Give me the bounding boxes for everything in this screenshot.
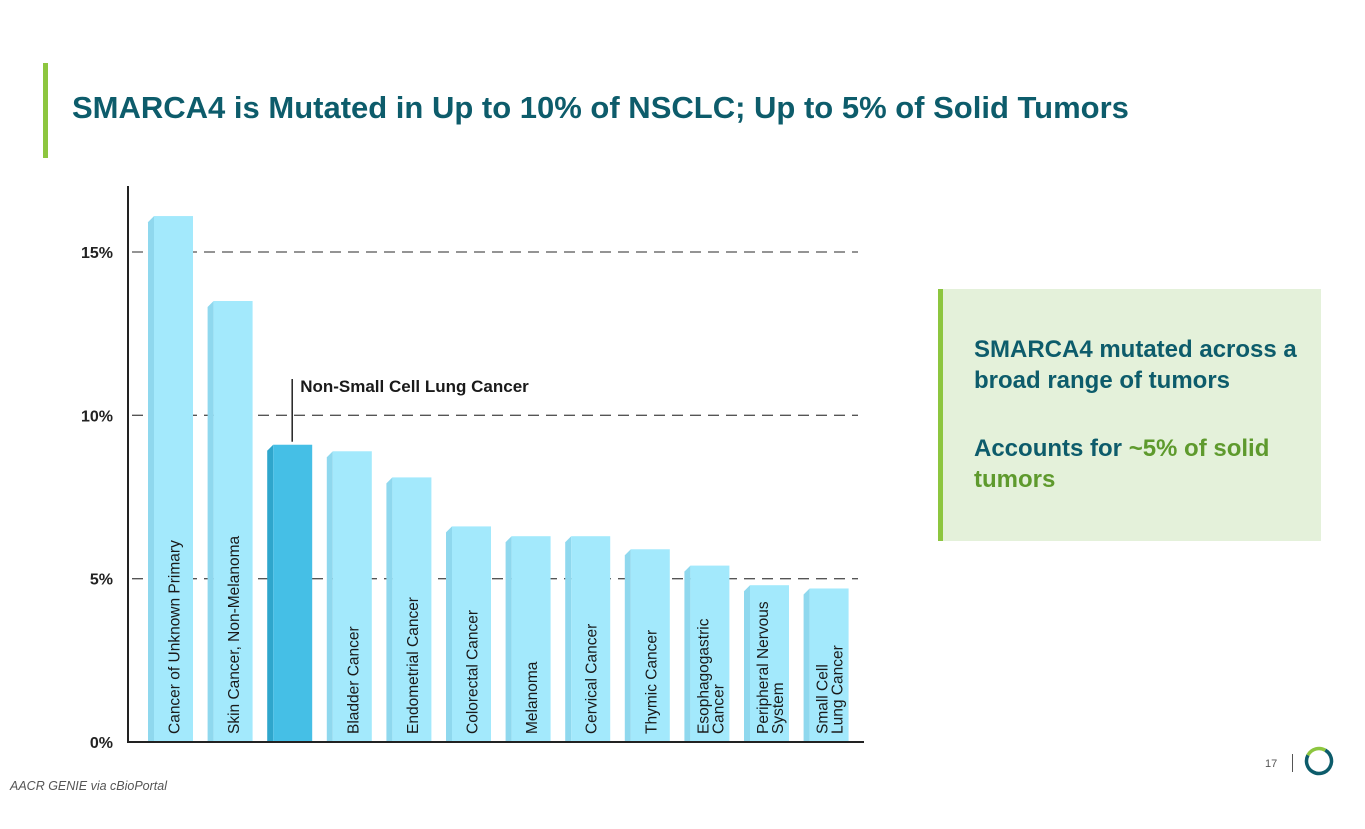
- bar-label: Bladder Cancer: [345, 626, 362, 734]
- bar: [690, 565, 730, 742]
- y-tick-label: 10%: [81, 408, 113, 425]
- bar-label: Thymic Cancer: [643, 630, 660, 734]
- callout-box: SMARCA4 mutated across a broad range of …: [938, 289, 1321, 541]
- bar: [750, 585, 789, 742]
- callout-text-2: Accounts for ~5% of solid tumors: [974, 433, 1274, 495]
- bar-label: Cancer: [710, 684, 727, 734]
- ring-logo-icon: [1304, 746, 1334, 776]
- bar: [571, 536, 611, 742]
- bar-side: [148, 216, 154, 743]
- bar: [630, 549, 670, 742]
- bar-side: [267, 444, 274, 742]
- bar-label: Colorectal Cancer: [465, 610, 482, 734]
- bar: [273, 444, 313, 742]
- bar-side: [744, 585, 750, 742]
- bar: [511, 536, 551, 742]
- bar-label: Small Cell: [815, 664, 832, 734]
- callout-text-1: SMARCA4 mutated across a broad range of …: [974, 336, 1297, 394]
- bar-label: Melanoma: [524, 661, 541, 734]
- bar-side: [684, 565, 691, 742]
- bar-side: [446, 526, 452, 742]
- bar-label: Skin Cancer, Non-Melanoma: [226, 535, 243, 734]
- bar-label: Cancer of Unknown Primary: [167, 540, 184, 734]
- bar-label: System: [770, 682, 787, 734]
- bar-label: Peripheral Nervous: [755, 601, 772, 734]
- bar-side: [803, 588, 810, 742]
- bar: [452, 526, 491, 742]
- bar: [392, 477, 432, 742]
- callout-text-2-prefix: Accounts for: [974, 435, 1129, 462]
- title-accent-bar: [43, 63, 48, 158]
- page-title: SMARCA4 is Mutated in Up to 10% of NSCLC…: [72, 90, 1129, 125]
- y-tick-label: 5%: [90, 572, 113, 589]
- bar-label: Endometrial Cancer: [405, 597, 422, 734]
- bar-label: Lung Cancer: [830, 645, 847, 734]
- bar: [154, 216, 193, 743]
- bar: [809, 588, 849, 742]
- source-note: AACR GENIE via cBioPortal: [10, 779, 167, 793]
- bar-side: [326, 451, 333, 742]
- bar-side: [624, 549, 631, 742]
- bar: [213, 301, 253, 742]
- bar-label: Esophagogastric: [695, 618, 712, 734]
- bar: [332, 451, 372, 742]
- bar-label: Cervical Cancer: [584, 624, 601, 734]
- bar-side: [386, 477, 393, 742]
- bar-side: [565, 536, 572, 742]
- page-number-divider: [1292, 754, 1293, 772]
- annotation-label: Non-Small Cell Lung Cancer: [300, 377, 529, 396]
- bar-side: [207, 301, 214, 742]
- page-number: 17: [1265, 758, 1278, 770]
- y-tick-label: 15%: [81, 245, 113, 262]
- y-tick-label: 0%: [90, 735, 113, 752]
- callout-text-2-highlight: ~5% of solid tumors: [974, 435, 1270, 493]
- bar-side: [505, 536, 512, 742]
